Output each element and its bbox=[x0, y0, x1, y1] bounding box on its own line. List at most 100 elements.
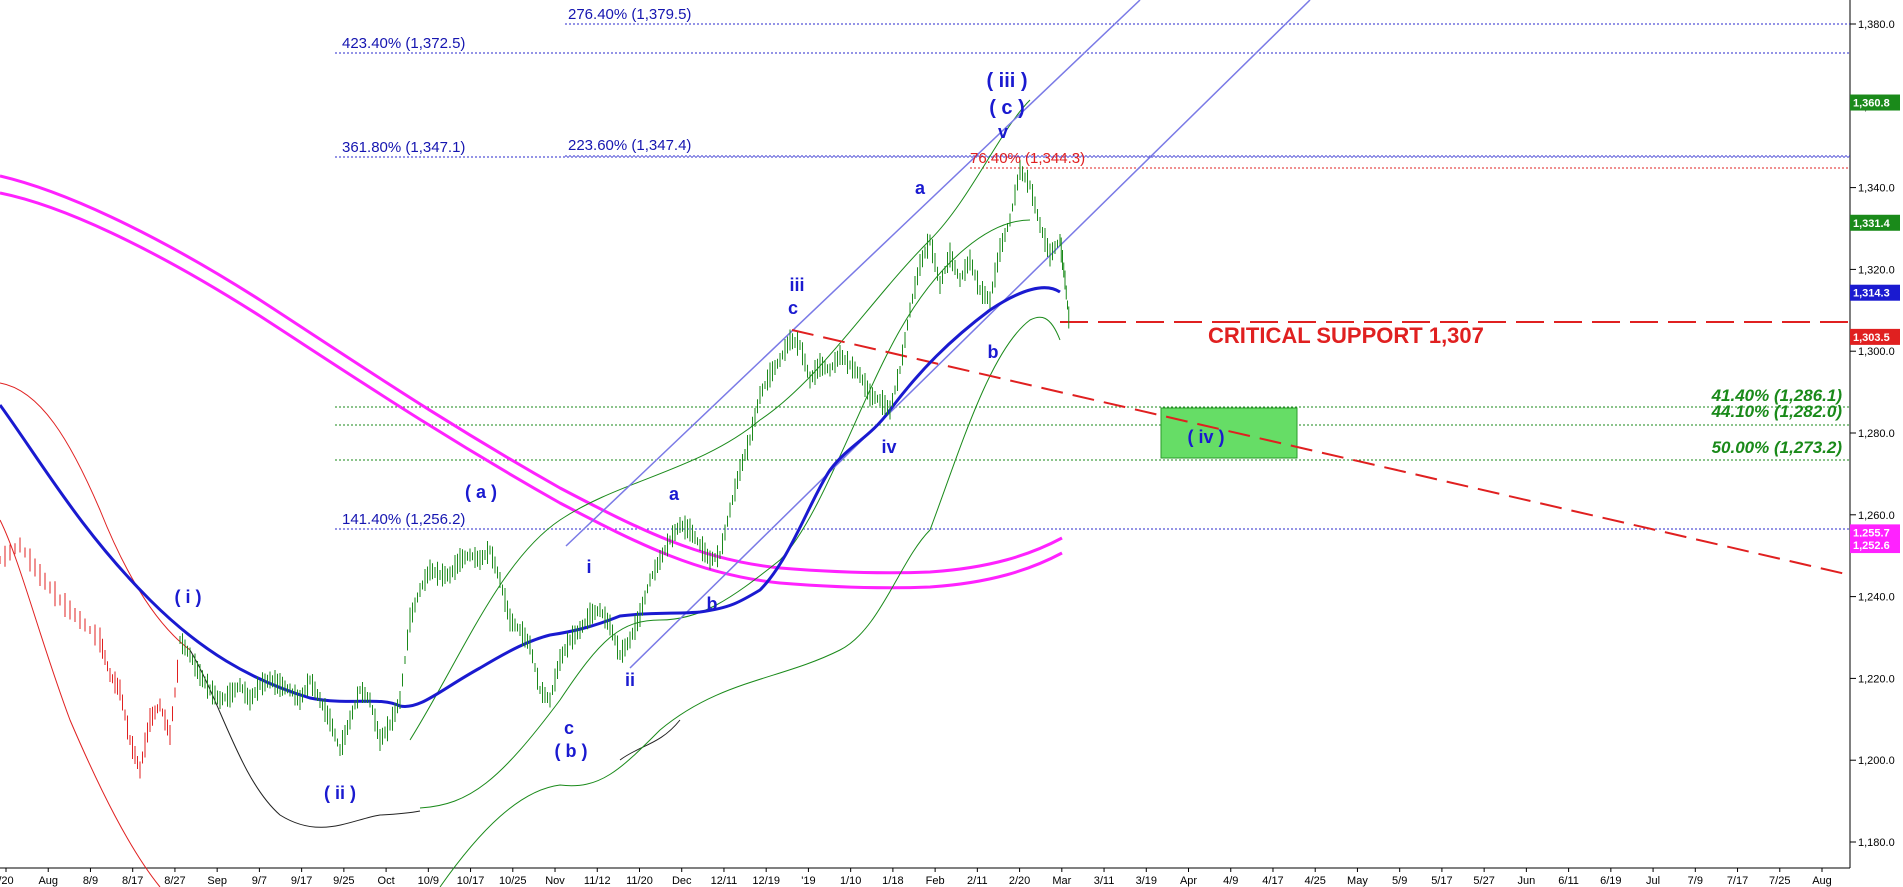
x-tick-label: 10/9 bbox=[418, 875, 439, 887]
x-tick-label: 9/25 bbox=[333, 875, 354, 887]
x-tick-label: 7/25 bbox=[1769, 875, 1790, 887]
x-tick-label: 11/12 bbox=[584, 875, 611, 887]
y-axis: 1,180.0 1,200.0 1,220.0 1,240.0 1,260.0 1,280… bbox=[1850, 19, 1895, 849]
y-tick-label: 1,240.0 bbox=[1858, 592, 1895, 604]
x-tick-label: 1/10 bbox=[840, 875, 861, 887]
black-bands bbox=[189, 649, 681, 828]
wave-label-ii: ii bbox=[625, 670, 635, 690]
x-tick-label: 7/9 bbox=[1688, 875, 1703, 887]
wave-label-v: v bbox=[998, 122, 1008, 142]
y-tick-label: 1,320.0 bbox=[1858, 264, 1895, 276]
x-tick-label: 8/17 bbox=[122, 875, 143, 887]
wave-label-b-paren: ( b ) bbox=[555, 741, 588, 761]
x-tick-label: 6/19 bbox=[1600, 875, 1621, 887]
x-tick-label: Dec bbox=[672, 875, 692, 887]
downtrend-line bbox=[791, 329, 1851, 576]
x-tick-label: 12/19 bbox=[752, 875, 780, 887]
x-tick-label: 2/11 bbox=[967, 875, 988, 887]
y-tick-label: 1,380.0 bbox=[1858, 19, 1895, 31]
price-tag bbox=[1850, 214, 1900, 231]
x-tick-label: 5/17 bbox=[1431, 875, 1452, 887]
x-tick-label: /20 bbox=[0, 875, 14, 887]
price-tag bbox=[1850, 537, 1900, 554]
x-tick-label: 7/17 bbox=[1727, 875, 1748, 887]
wave-label-iv: iv bbox=[881, 437, 896, 457]
x-tick-label: 5/9 bbox=[1392, 875, 1407, 887]
x-tick-label: 10/17 bbox=[457, 875, 485, 887]
price-tag-label: 1,303.5 bbox=[1853, 332, 1890, 344]
x-tick-label: Feb bbox=[926, 875, 945, 887]
x-tick-label: Aug bbox=[1812, 875, 1832, 887]
price-tags: 1,360.8 1,331.4 1,314.3 1,303.5 1,255.71,252… bbox=[1850, 94, 1900, 554]
x-tick-label: 3/11 bbox=[1094, 875, 1115, 887]
price-tag bbox=[1850, 284, 1900, 301]
x-axis: /20 Aug 8/9 8/17 8/27 Sep 9/7 9/17 9/25 Oct 10/9 10… bbox=[0, 868, 1832, 887]
x-tick-label: 2/20 bbox=[1009, 875, 1030, 887]
x-tick-label: 12/11 bbox=[711, 875, 738, 887]
fib-label-44: 44.10% (1,282.0) bbox=[1711, 402, 1843, 421]
x-tick-label: Oct bbox=[378, 875, 395, 887]
x-tick-label: Jul bbox=[1646, 875, 1660, 887]
y-tick-label: 1,260.0 bbox=[1858, 510, 1895, 522]
price-tag-label: 1,255.7 bbox=[1853, 527, 1890, 539]
x-tick-label: 4/25 bbox=[1304, 875, 1325, 887]
y-tick-label: 1,300.0 bbox=[1858, 346, 1895, 358]
x-tick-label: 10/25 bbox=[499, 875, 527, 887]
y-tick-label: 1,220.0 bbox=[1858, 673, 1895, 685]
x-tick-label: 8/27 bbox=[164, 875, 185, 887]
x-tick-label: 9/17 bbox=[291, 875, 312, 887]
x-tick-label: 4/17 bbox=[1262, 875, 1283, 887]
wave-label-i: i bbox=[586, 557, 591, 577]
wave-label-iv-target: ( iv ) bbox=[1187, 427, 1224, 447]
wave-label-a-top: a bbox=[915, 178, 926, 198]
x-tick-label: Jun bbox=[1517, 875, 1535, 887]
x-tick-label: 5/27 bbox=[1473, 875, 1494, 887]
y-tick-label: 1,280.0 bbox=[1858, 428, 1895, 440]
fib-label-361: 361.80% (1,347.1) bbox=[342, 139, 465, 156]
fib-label-276: 276.40% (1,379.5) bbox=[568, 6, 691, 23]
green-bands bbox=[409, 99, 1061, 887]
wave-label-i-paren: ( i ) bbox=[175, 587, 202, 607]
price-bars bbox=[0, 160, 1070, 779]
price-tag-label: 1,314.3 bbox=[1853, 288, 1890, 300]
fib-label-41: 41.40% (1,286.1) bbox=[1711, 386, 1843, 405]
wave-label-iii-paren: ( iii ) bbox=[986, 70, 1027, 92]
x-tick-label: 1/18 bbox=[882, 875, 903, 887]
wave-label-b-small: b bbox=[707, 594, 718, 614]
fib-label-76: 76.40% (1,344.3) bbox=[970, 150, 1085, 167]
x-tick-label: Nov bbox=[545, 875, 565, 887]
x-tick-label: Aug bbox=[38, 875, 58, 887]
wave-label-iii: iii bbox=[789, 275, 804, 295]
x-tick-label: 11/20 bbox=[626, 875, 653, 887]
fib-label-50: 50.00% (1,273.2) bbox=[1712, 438, 1843, 457]
fib-label-423: 423.40% (1,372.5) bbox=[342, 35, 465, 52]
wave-label-c-left: c bbox=[564, 718, 574, 738]
price-tag bbox=[1850, 328, 1900, 345]
y-tick-label: 1,180.0 bbox=[1858, 837, 1895, 849]
x-tick-label: 8/9 bbox=[83, 875, 98, 887]
x-tick-label: Apr bbox=[1180, 875, 1197, 887]
wave-label-a-paren: ( a ) bbox=[465, 482, 497, 502]
wave-label-ii-paren: ( ii ) bbox=[324, 783, 356, 803]
x-tick-label: 6/11 bbox=[1558, 875, 1579, 887]
wave-label-c-iii: c bbox=[788, 298, 798, 318]
x-tick-label: 3/19 bbox=[1136, 875, 1157, 887]
x-tick-label: '19 bbox=[801, 875, 815, 887]
y-tick-label: 1,200.0 bbox=[1858, 755, 1895, 767]
x-tick-label: Mar bbox=[1052, 875, 1071, 887]
wave-label-c-paren: ( c ) bbox=[989, 97, 1025, 119]
x-tick-label: May bbox=[1347, 875, 1368, 887]
price-tag bbox=[1850, 524, 1900, 541]
red-bands bbox=[0, 382, 191, 887]
x-tick-label: 4/9 bbox=[1223, 875, 1238, 887]
price-tag-label: 1,252.6 bbox=[1853, 540, 1890, 552]
fib-label-141: 141.40% (1,256.2) bbox=[342, 511, 465, 528]
critical-support-label: CRITICAL SUPPORT 1,307 bbox=[1208, 323, 1484, 348]
trend-channel bbox=[565, 0, 1311, 669]
x-tick-label: Sep bbox=[207, 875, 227, 887]
wave-label-b-right: b bbox=[988, 342, 999, 362]
price-tag-label: 1,331.4 bbox=[1853, 218, 1891, 230]
wave-label-a-small: a bbox=[669, 484, 680, 504]
